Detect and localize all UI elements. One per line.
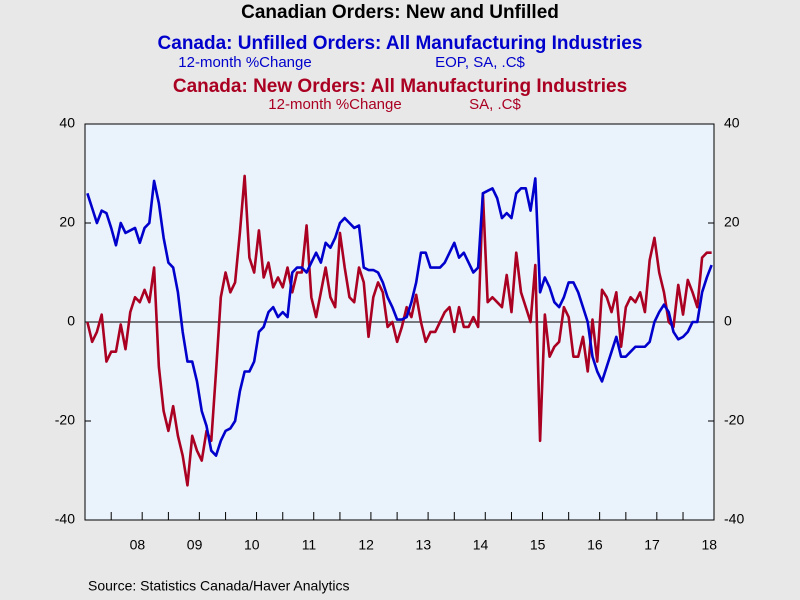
y-tick-label: -40 xyxy=(55,511,75,527)
y-tick-label: 40 xyxy=(59,115,75,131)
x-tick-label: 12 xyxy=(358,537,374,553)
y-tick-label: -20 xyxy=(55,412,75,428)
series-line xyxy=(86,174,712,487)
source: Source: Statistics Canada/Haver Analytic… xyxy=(88,578,349,594)
x-tick-label: 15 xyxy=(530,537,546,553)
series-title: Canada: New Orders: All Manufacturing In… xyxy=(173,76,627,97)
series-title: Canada: Unfilled Orders: All Manufacturi… xyxy=(158,33,643,54)
x-tick-label: 10 xyxy=(244,537,260,553)
series-subtitle: 12-month %Change xyxy=(268,96,401,113)
y2-tick-label: 20 xyxy=(724,214,740,230)
y2-tick-label: -20 xyxy=(724,412,744,428)
x-tick-label: 16 xyxy=(587,537,603,553)
x-tick-label: 11 xyxy=(302,537,317,553)
chart-title: Canadian Orders: New and Unfilled xyxy=(241,2,559,23)
x-tick-label: 08 xyxy=(130,537,146,553)
x-tick-label: 14 xyxy=(473,537,489,553)
x-tick-label: 13 xyxy=(416,537,432,553)
series-subtitle: EOP, SA, .C$ xyxy=(435,54,525,71)
y2-tick-label: -40 xyxy=(724,511,744,527)
y2-tick-label: 40 xyxy=(724,115,740,131)
series-subtitle: 12-month %Change xyxy=(178,54,311,71)
y-tick-label: 0 xyxy=(67,313,75,329)
x-tick-label: 17 xyxy=(644,537,660,553)
x-tick-label: 09 xyxy=(187,537,203,553)
y-tick-label: 20 xyxy=(59,214,75,230)
y2-tick-label: 0 xyxy=(724,313,732,329)
series-line xyxy=(86,177,713,457)
series-subtitle: SA, .C$ xyxy=(469,96,521,113)
x-tick-label: 18 xyxy=(701,537,717,553)
